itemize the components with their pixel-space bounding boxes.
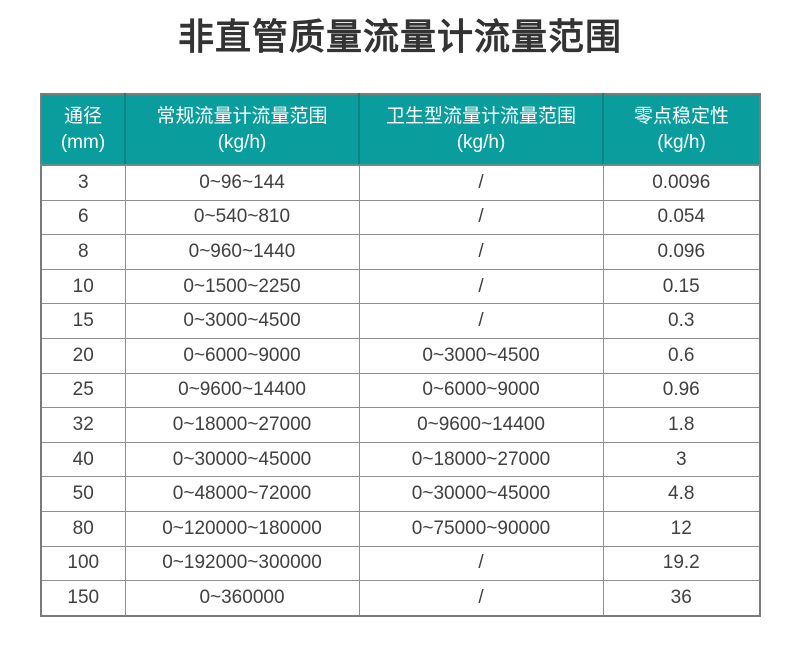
sanitary-range-cell: /: [358, 164, 604, 201]
diameter-cell: 10: [40, 268, 126, 305]
sanitary-range-cell: /: [358, 303, 604, 339]
column-header-label: 常规流量计流量范围: [156, 105, 328, 127]
table-row: 80 0~120000~180000 0~75000~90000 12: [40, 510, 761, 547]
column-header-label: 卫生型流量计流量范围: [385, 105, 576, 127]
diameter-cell: 25: [40, 372, 126, 409]
sanitary-range-cell: /: [358, 268, 604, 305]
page-title: 非直管质量流量计流量范围: [177, 16, 622, 57]
table-row: 15 0~3000~4500/0.3: [40, 303, 761, 339]
regular-range-cell: 0~96~144: [124, 164, 360, 201]
regular-range-cell: 0~48000~72000: [124, 476, 360, 512]
table-row: 3 0~96~144/0.0096: [40, 164, 761, 201]
zero-stability-cell: 4.8: [602, 476, 761, 512]
regular-range-cell: 0~360000: [124, 580, 360, 617]
zero-stability-cell: 0.3: [602, 303, 761, 339]
regular-range-cell: 0~3000~4500: [124, 303, 360, 339]
diameter-cell: 80: [40, 510, 126, 547]
regular-range-cell: 0~18000~27000: [124, 407, 360, 443]
sanitary-range-cell: /: [358, 580, 604, 617]
table-row: 50 0~48000~72000 0~30000~45000 4.8: [40, 476, 761, 512]
regular-range-cell: 0~120000~180000: [124, 510, 360, 547]
regular-range-cell: 0~6000~9000: [124, 337, 360, 374]
sanitary-range-cell: /: [358, 545, 604, 582]
diameter-cell: 40: [40, 441, 126, 478]
zero-stability-cell: 0.6: [602, 337, 761, 374]
diameter-cell: 3: [40, 164, 126, 201]
sanitary-range-cell: /: [358, 234, 604, 270]
sanitary-range-cell: 0~6000~9000: [358, 372, 604, 409]
column-header-label: 通径: [63, 105, 102, 127]
zero-stability-cell: 19.2: [602, 545, 761, 582]
diameter-cell: 15: [40, 303, 126, 339]
diameter-cell: 20: [40, 337, 126, 374]
sanitary-range-cell: 0~30000~45000: [358, 476, 604, 512]
zero-stability-cell: 0.054: [602, 199, 761, 236]
flow-range-table: 通径 (mm) 常规流量计流量范围 (kg/h) 卫生型流量计流量范围 (kg/h) 零点稳…: [40, 93, 761, 617]
regular-range-cell: 0~192000~300000: [124, 545, 360, 582]
diameter-cell: 100: [40, 545, 126, 582]
zero-stability-cell: 0.096: [602, 234, 761, 270]
regular-range-cell: 0~9600~14400: [124, 372, 360, 409]
diameter-cell: 150: [40, 580, 126, 617]
zero-stability-cell: 0.0096: [602, 164, 761, 201]
table-row: 100 0~192000~300000/19.2: [40, 545, 761, 582]
table-row: 40 0~30000~45000 0~18000~27000 3: [40, 441, 761, 478]
sanitary-range-cell: 0~3000~4500: [358, 337, 604, 374]
regular-range-cell: 0~960~1440: [124, 234, 360, 270]
diameter-cell: 6: [40, 199, 126, 236]
zero-stability-cell: 3: [602, 441, 761, 478]
column-header-unit: (mm): [60, 131, 106, 153]
zero-stability-cell: 1.8: [602, 407, 761, 443]
table-row: 8 0~960~1440/0.096: [40, 234, 761, 270]
diameter-cell: 8: [40, 234, 126, 270]
sanitary-range-cell: 0~75000~90000: [358, 510, 604, 547]
column-header-2: 卫生型流量计流量范围 (kg/h): [359, 94, 604, 166]
table-body: 3 0~96~144/0.0096 6 0~540~810/0.054 8 0~960~1…: [40, 164, 761, 617]
column-header-unit: (kg/h): [217, 131, 267, 153]
table-row: 25 0~9600~14400 0~6000~9000 0.96: [40, 372, 761, 409]
table-row: 6 0~540~810/0.054: [40, 199, 761, 236]
column-header-0: 通径 (mm): [41, 94, 126, 166]
zero-stability-cell: 0.96: [602, 372, 761, 409]
diameter-cell: 32: [40, 407, 126, 443]
diameter-cell: 50: [40, 476, 126, 512]
table-header-row: 通径 (mm) 常规流量计流量范围 (kg/h) 卫生型流量计流量范围 (kg/h) 零点稳…: [41, 94, 760, 166]
table-row: 150 0~360000/36: [40, 580, 761, 617]
zero-stability-cell: 0.15: [602, 268, 761, 305]
sanitary-range-cell: 0~18000~27000: [358, 441, 604, 478]
sanitary-range-cell: /: [358, 199, 604, 236]
zero-stability-cell: 12: [602, 510, 761, 547]
table-row: 20 0~6000~9000 0~3000~4500 0.6: [40, 337, 761, 374]
column-header-1: 常规流量计流量范围 (kg/h): [125, 94, 360, 166]
column-header-label: 零点稳定性: [633, 105, 729, 127]
column-header-unit: (kg/h): [456, 131, 506, 153]
zero-stability-cell: 36: [602, 580, 761, 617]
table-row: 32 0~18000~27000 0~9600~14400 1.8: [40, 407, 761, 443]
column-header-unit: (kg/h): [657, 131, 706, 153]
sanitary-range-cell: 0~9600~14400: [358, 407, 604, 443]
table-row: 10 0~1500~2250/0.15: [40, 268, 761, 305]
regular-range-cell: 0~540~810: [124, 199, 360, 236]
column-header-3: 零点稳定性 (kg/h): [603, 94, 760, 166]
regular-range-cell: 0~30000~45000: [124, 441, 360, 478]
regular-range-cell: 0~1500~2250: [124, 268, 360, 305]
